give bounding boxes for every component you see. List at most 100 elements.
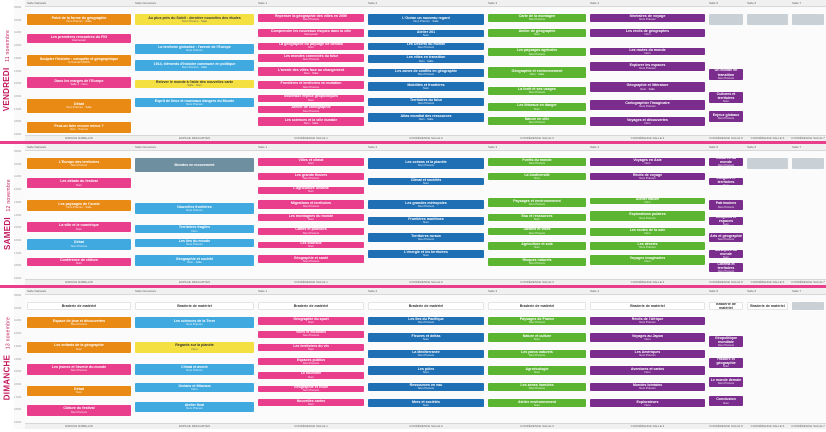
event-card[interactable]: L'avenir des villes face au changement No… [258,67,364,76]
event-card[interactable]: La Méditerranée Nom Prénom [368,349,484,359]
event-card[interactable]: Géographie et école Nom Prénom [258,385,364,393]
event-card[interactable]: Les parcs naturels Nom Prénom [488,349,586,359]
event-card[interactable] [792,157,824,169]
event-card[interactable]: Les montagnes du monde Nom [258,214,364,221]
event-card[interactable]: Clôture du festival Nom Prénom [27,404,131,416]
event-card[interactable]: Explorer les espaces Nom Prénom [590,61,705,72]
event-card[interactable]: Les littoraux Nom [258,241,364,249]
event-card[interactable]: Géographie et santé Nom Prénom [258,255,364,264]
event-card[interactable]: Frontières et territoires en mutation Nom… [258,81,364,90]
event-card[interactable]: Aventures et cartes Nom [590,366,705,375]
event-card[interactable]: Esprit de lieux et nouveaux dangers du M… [135,97,254,108]
event-card[interactable] [747,157,788,169]
event-card[interactable]: Les paysages de l'ouest Nom Prénom · Sall… [27,200,131,212]
event-card[interactable]: Atlas mondial des ressources Nom · Salle [368,112,484,123]
event-card[interactable]: Climat et avenir Nom Prénom [135,363,254,375]
event-card[interactable]: L'Europe des territoires Nom Prénom [27,157,131,169]
event-card[interactable]: Point de la forme de géographie Nom Préno… [27,13,131,25]
event-card[interactable]: Les océans et la planète Nom Prénom [368,157,484,169]
event-card[interactable]: Territoires fragiles Nom [135,225,254,234]
event-card[interactable]: Océans et littoraux Nom [135,382,254,393]
event-card[interactable]: Les littoraux en danger Nom [488,103,586,112]
event-card[interactable]: Fleuves et deltas Nom [368,333,484,342]
event-card[interactable]: Au plus près du Soleil : dernière nouvel… [135,13,254,25]
event-card[interactable]: Atelier nature Nom [590,197,705,205]
event-card[interactable]: Mondes en mouvement [135,157,254,172]
event-card[interactable]: Climat et sociétés Nom [368,178,484,186]
event-card[interactable]: La géographie du paysage de demain Nom [258,42,364,50]
event-card[interactable]: La forêt et ses usages Nom Prénom [488,86,586,95]
event-card[interactable]: Braderie de matériel [135,301,254,311]
event-card[interactable]: Dans les marges de l'Europe Salle 1 · Nom [27,76,131,88]
event-card[interactable]: Espace de jeux et découvertes Nom Prénom [27,316,131,328]
event-card[interactable]: Voyages et découvertes Nom [590,116,705,127]
event-card[interactable]: Géopolitique mondiale Nom Prénom [709,336,743,348]
event-card[interactable]: Les pôles Nom [368,366,484,375]
event-card[interactable]: Les récits de géographes Nom [590,28,705,38]
event-card[interactable]: Jardins et villes Nom Prénom [488,227,586,235]
event-card[interactable]: Mobilités et frontières Nom [368,82,484,91]
event-card[interactable]: Les routes de la soie Nom [590,227,705,237]
event-card[interactable]: Les territoires du vin Nom [258,344,364,352]
event-card[interactable]: Les débats du festival Nom [27,178,131,189]
event-card[interactable]: Agriculture et sols Nom [488,241,586,250]
event-card[interactable]: Les Déserts du monde Nom Prénom [368,42,484,50]
event-card[interactable]: Débat Nom Prénom [27,238,131,250]
event-card[interactable] [747,13,788,25]
event-card[interactable]: Patrimoines Nom Prénom [709,200,743,210]
event-card[interactable]: Les paysages agricoles Nom Prénom [488,48,586,57]
event-card[interactable]: Récits de l'Afrique Nom Prénom [590,316,705,326]
event-card[interactable]: Territoires ruraux Nom Prénom [368,233,484,242]
event-card[interactable]: Les premières rencontres du FIG Intervena… [27,34,131,43]
event-card[interactable]: Migrations et territoires Nom Prénom [258,200,364,209]
event-card[interactable]: Géographie et société Nom · Salle [135,255,254,267]
event-card[interactable]: 1914, éléments d'histoire commune en pol… [135,60,254,72]
event-card[interactable]: Les routes du monde Nom [590,48,705,55]
event-card[interactable]: Les sciences de la Terre Nom Prénom [135,316,254,328]
event-card[interactable]: L'énergie et les territoires Nom [368,249,484,258]
event-card[interactable]: Territoires du futur Nom Prénom [368,97,484,106]
event-card[interactable] [792,13,824,25]
event-card[interactable]: Arts et géographie Nom Prénom [709,233,743,242]
event-card[interactable]: Carte de la montagne Nom Prénom [488,13,586,23]
event-card[interactable]: Les mondes connectés du futur Nom Prénom [258,53,364,62]
event-card[interactable]: Forêts du monde Nom Prénom [488,157,586,167]
event-card[interactable]: Les îles du monde Nom Prénom [135,238,254,247]
event-card[interactable]: Villes et mobilités Nom Prénom [258,330,364,338]
event-card[interactable]: Les zones humides Nom Prénom [488,382,586,391]
event-card[interactable]: Paysages de France Nom Prénom [488,316,586,326]
event-card[interactable]: Nouvelles cartes Nom [258,399,364,407]
event-card[interactable]: Géographie et environnement Nom · Salle [488,67,586,79]
event-card[interactable]: Braderie de matériel [709,301,743,311]
event-card[interactable]: Les jeunes et l'avenir du monde Nom Préno… [27,363,131,375]
event-card[interactable]: Atelier final Nom Prénom [135,401,254,412]
event-card[interactable]: Repenser la géographie des villes en 205… [258,13,364,23]
event-card[interactable]: Mers et sociétés Nom [368,399,484,408]
event-card[interactable]: Nouvelles frontières Nom Prénom [135,203,254,215]
event-card[interactable]: Les grands fleuves Nom Prénom [258,172,364,180]
event-card[interactable]: Récits de voyage Nom Prénom [590,172,705,180]
event-card[interactable]: Sculpter l'histoire : conquête et géogra… [27,55,131,66]
event-card[interactable]: Explorateurs Nom [590,399,705,408]
event-card[interactable]: Débat Nom [27,385,131,397]
event-card[interactable]: Les villes en transition Nom · Salle [368,55,484,64]
event-card[interactable]: Histoire et géographie Nom [709,358,743,368]
event-card[interactable]: Comprendre les nouveaux risques dans la … [258,28,364,38]
event-card[interactable]: Conférence de clôture Nom [27,257,131,267]
event-card[interactable]: Atelier 201 Nom [368,30,484,38]
event-card[interactable]: Braderie de matériel [488,301,586,311]
event-card[interactable]: Cultures et territoires Nom [709,92,743,103]
event-card[interactable]: Espaces publics Nom Prénom [258,358,364,365]
event-card[interactable]: Enjeux globaux Nom Prénom [709,111,743,123]
event-card[interactable]: Les grandes métropoles Nom Prénom [368,200,484,209]
event-card[interactable]: Braderie de matériel [27,301,131,311]
event-card[interactable]: Nouveaux enjeux géopolitiques Nom [258,94,364,102]
event-card[interactable]: Braderie de matériel [258,301,364,311]
event-card[interactable]: Peut-on faire encore mieux ? Nom · Prénom [27,122,131,133]
event-card[interactable]: La biodiversité Nom [488,172,586,180]
event-card[interactable]: Cartographier l'imaginaire Nom Prénom [590,100,705,110]
event-card[interactable]: Braderie de matériel [590,301,705,311]
event-card[interactable]: Les sciences et la ville durable Nom · Sa… [258,116,364,127]
event-card[interactable]: Cinéma et territoires Nom Prénom [709,263,743,272]
